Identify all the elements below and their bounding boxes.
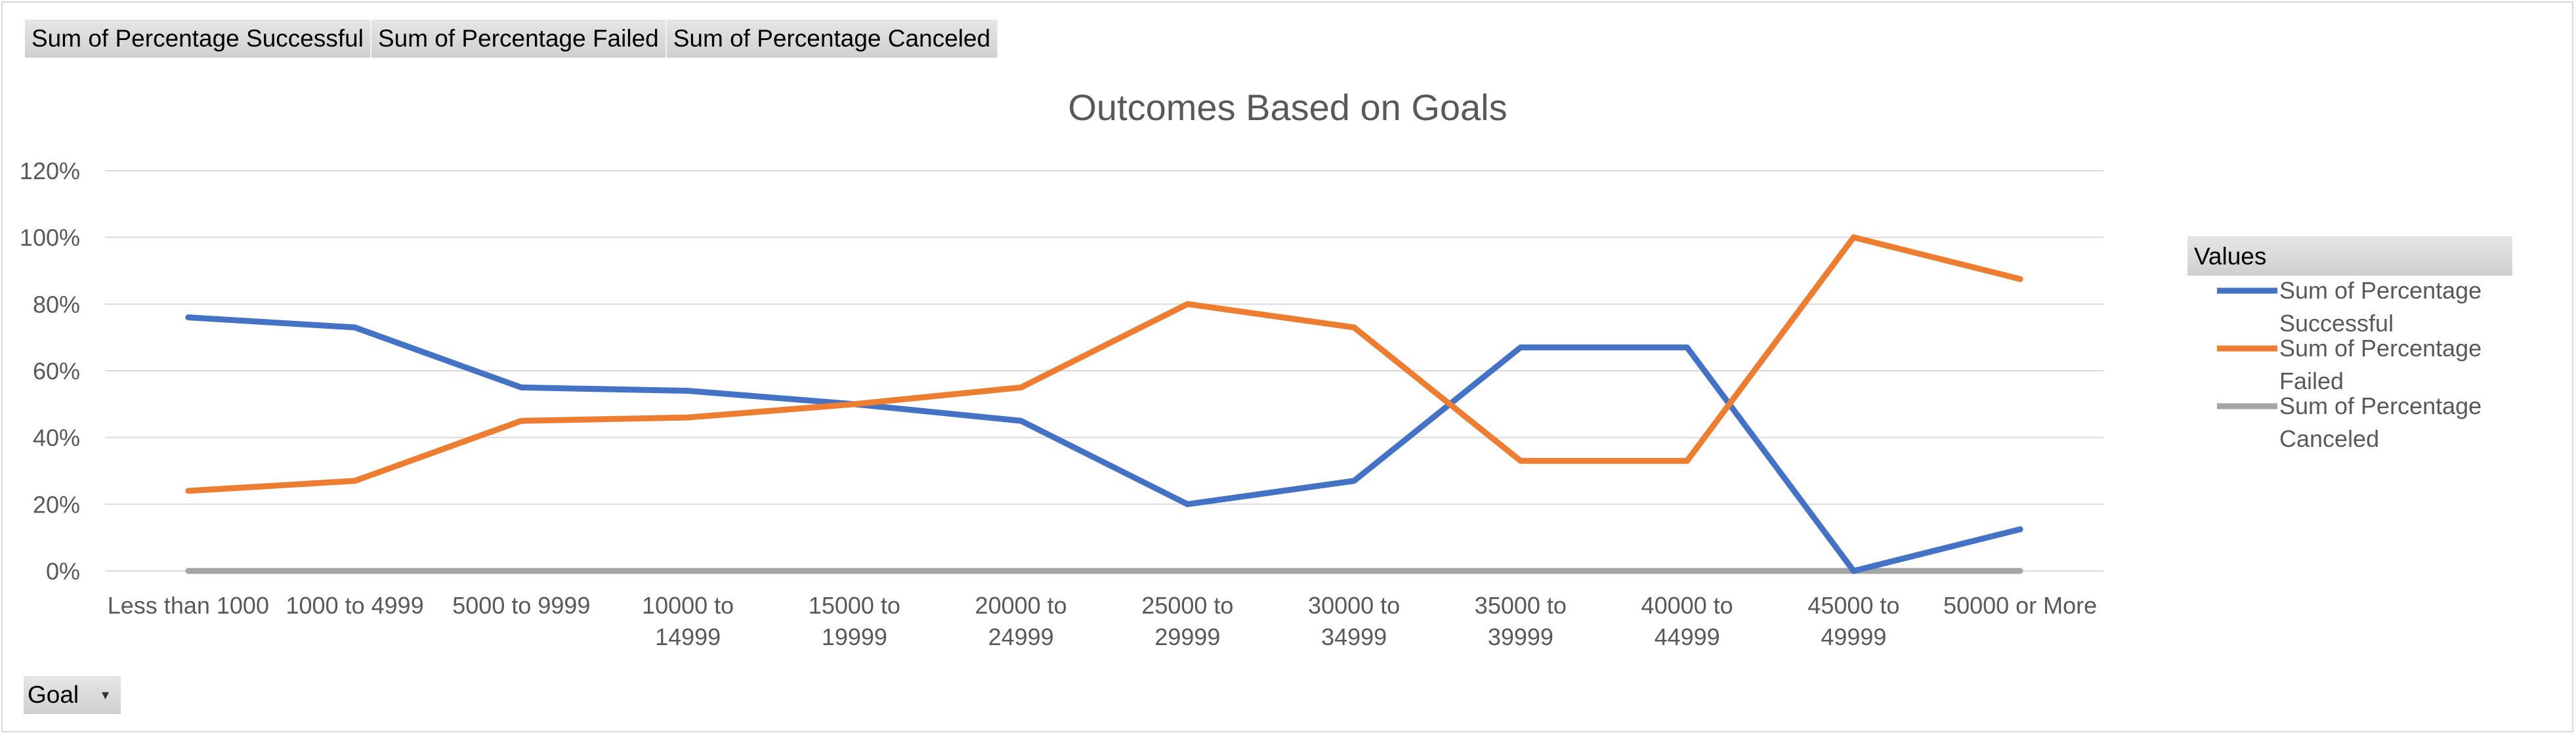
x-tick-label: 15000 to 19999: [809, 592, 900, 650]
gridlines: [105, 170, 2103, 572]
y-axis-ticks: 0% 20% 40% 60% 80% 100% 120%: [20, 158, 80, 585]
axis-field-label: Goal: [28, 681, 79, 708]
x-tick-label: 5000 to 9999: [452, 592, 590, 619]
x-tick-label: 25000 to 29999: [1141, 592, 1233, 650]
x-tick-label: 35000 to 39999: [1475, 592, 1567, 650]
legend-label: Sum of Percentage Successful: [2279, 277, 2481, 337]
y-tick-label: 20%: [33, 491, 80, 518]
x-tick-label: 45000 to 49999: [1807, 592, 1899, 650]
x-tick-label: 10000 to 14999: [642, 592, 734, 650]
dropdown-arrow-icon: ▾: [101, 686, 109, 703]
y-tick-label: 100%: [20, 224, 80, 251]
x-tick-label: 20000 to 24999: [975, 592, 1067, 650]
field-button-successful[interactable]: Sum of Percentage Successful: [25, 20, 371, 58]
axis-field-button[interactable]: Goal ▾: [24, 676, 121, 714]
series-lines: [185, 234, 2023, 574]
y-tick-label: 120%: [20, 158, 80, 184]
x-tick-label: 40000 to 44999: [1641, 592, 1733, 650]
series-line[interactable]: [185, 234, 2023, 494]
legend-header[interactable]: Values: [2187, 236, 2512, 276]
pivot-field-buttons: Sum of Percentage Successful Sum of Perc…: [25, 20, 999, 58]
legend-label: Sum of Percentage Failed: [2279, 335, 2481, 394]
y-tick-label: 80%: [33, 291, 80, 318]
y-tick-label: 60%: [33, 358, 80, 385]
field-button-failed[interactable]: Sum of Percentage Failed: [371, 20, 667, 58]
chart-title: Outcomes Based on Goals: [1068, 87, 1507, 128]
x-tick-label: 1000 to 4999: [286, 592, 424, 619]
legend-label: Sum of Percentage Canceled: [2279, 392, 2481, 452]
field-button-canceled[interactable]: Sum of Percentage Canceled: [666, 20, 999, 58]
y-tick-label: 40%: [33, 425, 80, 452]
series-line[interactable]: [185, 314, 2023, 574]
x-axis-ticks: Less than 1000 1000 to 4999 5000 to 9999 10…: [108, 592, 2097, 650]
y-tick-label: 0%: [46, 558, 80, 585]
x-tick-label: 30000 to 34999: [1308, 592, 1400, 650]
x-tick-label: Less than 1000: [108, 592, 269, 619]
x-tick-label: 50000 or More: [1943, 592, 2097, 619]
